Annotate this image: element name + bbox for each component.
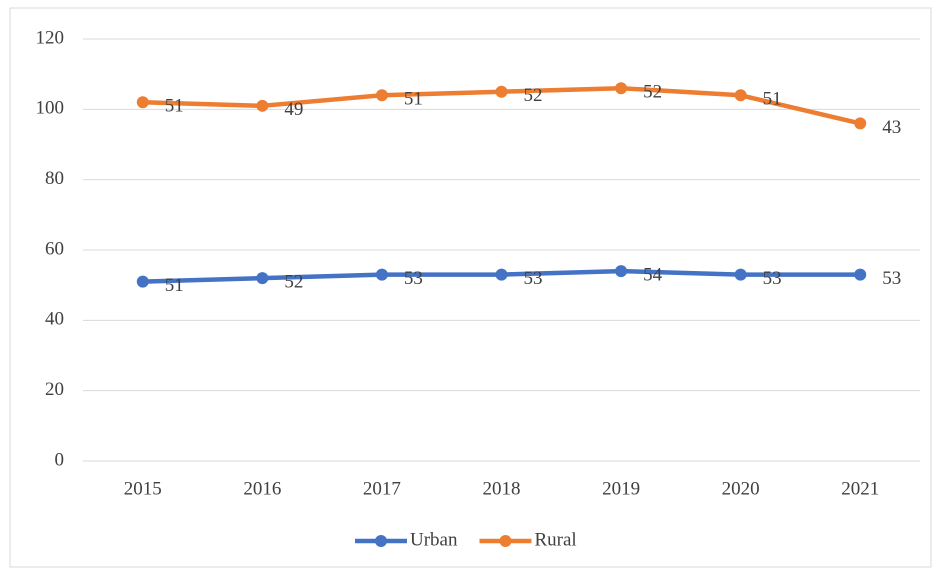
data-label: 52 — [643, 82, 662, 103]
data-label: 53 — [882, 268, 901, 289]
data-label: 43 — [882, 117, 901, 138]
data-label: 49 — [284, 99, 303, 120]
y-tick-label: 120 — [36, 27, 65, 48]
y-tick-label: 40 — [45, 309, 64, 330]
data-label: 53 — [524, 268, 543, 289]
data-point — [495, 85, 508, 98]
data-point — [136, 275, 149, 288]
data-point — [256, 99, 269, 112]
data-label: 54 — [643, 264, 663, 285]
y-tick-label: 100 — [36, 98, 65, 119]
x-tick-label: 2017 — [363, 478, 401, 499]
data-point — [734, 268, 747, 281]
legend-marker — [375, 535, 387, 547]
chart-frame — [9, 7, 932, 568]
legend-label: Rural — [534, 529, 576, 550]
data-point — [495, 268, 508, 281]
y-tick-label: 60 — [45, 238, 64, 259]
y-tick-label: 20 — [45, 379, 64, 400]
y-tick-label: 80 — [45, 168, 64, 189]
x-tick-label: 2019 — [602, 478, 640, 499]
data-label: 51 — [165, 96, 184, 117]
data-point — [256, 272, 269, 285]
data-point — [375, 268, 388, 281]
data-label: 51 — [165, 275, 184, 296]
data-point — [615, 82, 628, 95]
data-point — [734, 89, 747, 102]
data-label: 53 — [404, 268, 423, 289]
data-label: 52 — [524, 85, 543, 106]
x-tick-label: 2015 — [124, 478, 162, 499]
x-tick-label: 2016 — [243, 478, 281, 499]
x-tick-label: 2021 — [841, 478, 879, 499]
data-point — [854, 268, 867, 281]
data-label: 53 — [763, 268, 782, 289]
legend-marker — [499, 535, 512, 547]
data-label: 52 — [284, 271, 303, 292]
data-label: 51 — [763, 89, 782, 110]
data-point — [136, 96, 149, 109]
data-label: 51 — [404, 89, 423, 110]
legend-label: Urban — [410, 529, 458, 550]
data-point — [615, 265, 628, 278]
y-tick-label: 0 — [55, 449, 65, 470]
x-tick-label: 2020 — [722, 478, 760, 499]
x-tick-label: 2018 — [483, 478, 521, 499]
data-point — [854, 117, 867, 130]
data-point — [375, 89, 388, 102]
